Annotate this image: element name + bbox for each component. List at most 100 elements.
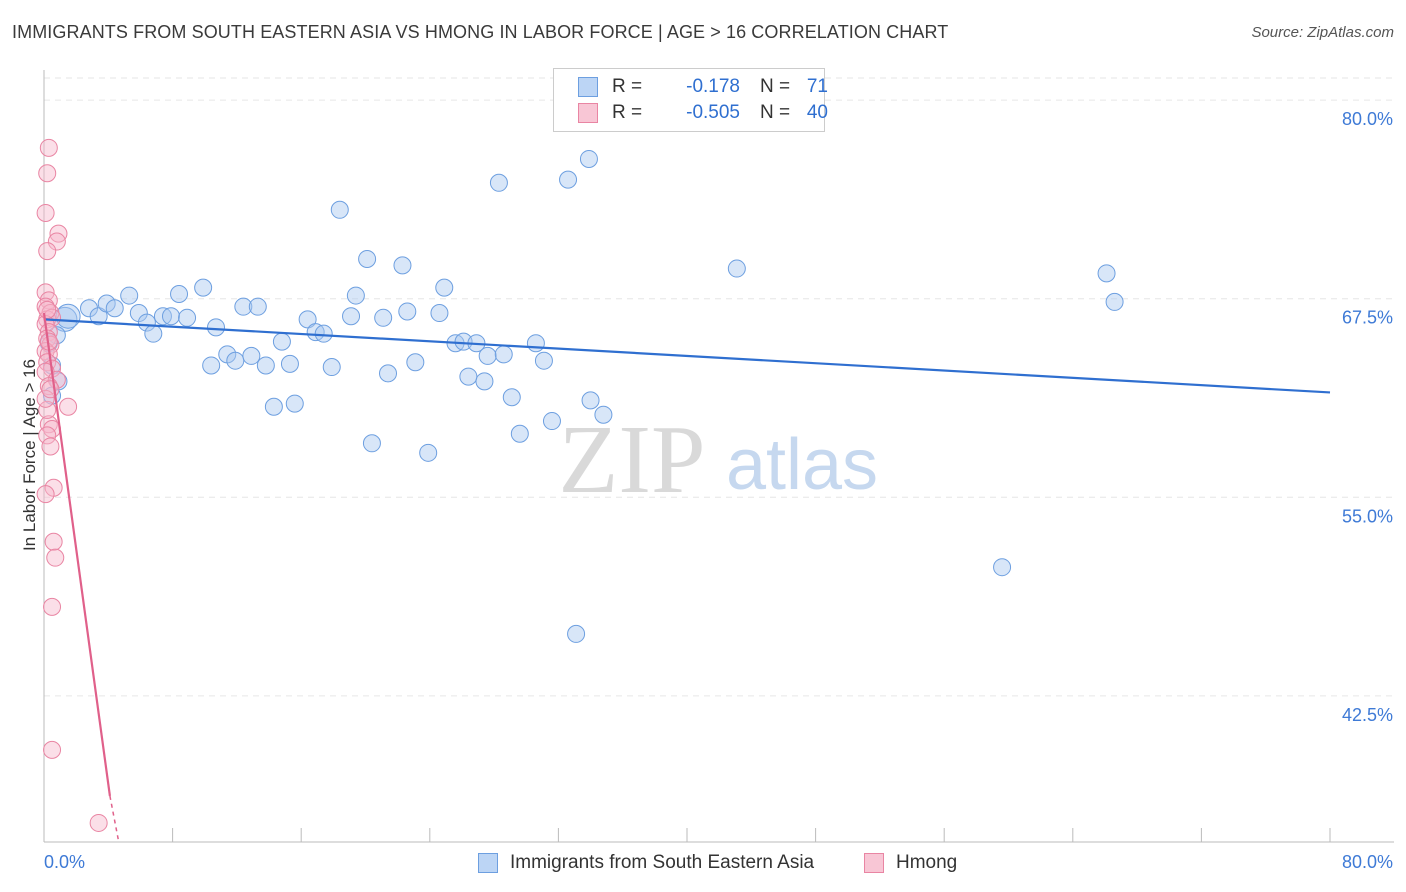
sea-point: [393, 256, 412, 275]
hmong-point: [46, 548, 65, 567]
n-value: 71: [806, 76, 828, 97]
r-label: R =: [612, 76, 643, 97]
sea-point: [993, 558, 1012, 577]
legend-swatch-sea: [478, 853, 498, 873]
hmong-point: [43, 597, 62, 616]
sea-point: [727, 259, 746, 278]
hmong-point: [59, 397, 78, 416]
x-tick-label-min: 0.0%: [44, 852, 85, 872]
sea-point: [1097, 264, 1116, 283]
y-tick-label: 42.5%: [1342, 705, 1393, 725]
sea-point: [248, 297, 267, 316]
sea-point: [55, 303, 81, 329]
sea-point: [272, 332, 291, 351]
sea-point: [435, 278, 454, 297]
legend-label-hmong: Hmong: [896, 852, 958, 873]
sea-point: [475, 372, 494, 391]
r-value: -0.505: [686, 102, 740, 123]
sea-point: [285, 394, 304, 413]
y-tick-label: 67.5%: [1342, 308, 1393, 328]
hmong-point: [38, 164, 57, 183]
hmong-point: [43, 740, 62, 759]
sea-point: [526, 334, 545, 353]
sea-point: [1105, 292, 1124, 311]
sea-point: [494, 345, 513, 364]
watermark-zip: ZIP: [559, 406, 706, 514]
sea-point: [234, 297, 253, 316]
hmong-point: [39, 138, 58, 157]
hmong-point: [41, 437, 60, 456]
sea-point: [256, 356, 275, 375]
sea-trend-line: [43, 318, 1331, 394]
sea-point: [144, 324, 163, 343]
sea-point: [280, 354, 299, 373]
hmong-point: [38, 426, 57, 445]
y-axis-label: In Labor Force | Age > 16: [20, 358, 39, 552]
sea-point: [105, 299, 124, 318]
trend-lines: [42, 312, 1331, 843]
y-tick-label: 55.0%: [1342, 506, 1393, 526]
hmong-point: [36, 203, 55, 222]
hmong-point: [39, 415, 58, 434]
sea-point: [322, 358, 341, 377]
n-value: 40: [806, 102, 828, 123]
sea-point: [330, 200, 349, 219]
sea-point: [430, 304, 449, 323]
sea-point: [264, 397, 283, 416]
sea-point: [202, 356, 221, 375]
sea-point: [346, 286, 365, 305]
sea-point: [170, 284, 189, 303]
n-label: N =: [760, 76, 791, 97]
watermark-atlas: atlas: [726, 425, 878, 505]
sea-point: [178, 308, 197, 327]
hmong-point: [41, 380, 60, 399]
sea-point: [567, 624, 586, 643]
sea-point: [379, 364, 398, 383]
x-tick-label-max: 80.0%: [1342, 852, 1393, 872]
hmong-trend-line: [42, 312, 111, 797]
sea-point: [579, 149, 598, 168]
sea-point: [534, 351, 553, 370]
stats-legend: R = -0.178 N = 71 R = -0.505 N = 40: [553, 68, 828, 132]
sea-point: [207, 318, 226, 337]
hmong-point: [38, 400, 57, 419]
watermark: ZIP atlas: [559, 406, 879, 514]
sea-point: [419, 443, 438, 462]
sea-point: [314, 324, 333, 343]
hmong-point: [89, 813, 108, 832]
legend-swatch-hmong: [578, 103, 598, 123]
axes: [43, 70, 1394, 843]
series-hmong-points: [36, 138, 108, 832]
legend-label-sea: Immigrants from South Eastern Asia: [510, 852, 815, 873]
sea-point: [298, 310, 317, 329]
sea-point: [161, 307, 180, 326]
series-sea-points: [39, 149, 1124, 643]
sea-point: [374, 308, 393, 327]
hmong-point: [36, 485, 55, 504]
sea-point: [226, 351, 245, 370]
sea-point: [406, 353, 425, 372]
y-tick-label: 80.0%: [1342, 109, 1393, 129]
sea-point: [454, 332, 473, 351]
sea-point: [362, 434, 381, 453]
sea-point: [489, 173, 508, 192]
sea-point: [242, 346, 261, 365]
sea-point: [502, 388, 521, 407]
chart-title: IMMIGRANTS FROM SOUTH EASTERN ASIA VS HM…: [12, 22, 949, 42]
legend-swatch-sea: [578, 77, 598, 97]
sea-point: [358, 250, 377, 269]
hmong-point: [38, 242, 57, 261]
sea-point: [478, 346, 497, 365]
sea-point: [510, 424, 529, 443]
sea-point: [120, 286, 139, 305]
r-value: -0.178: [686, 76, 740, 97]
hmong-point: [36, 389, 55, 408]
grid-lines: [44, 77, 1394, 697]
sea-point: [89, 307, 108, 326]
sea-point: [137, 313, 156, 332]
sea-point: [594, 405, 613, 424]
tick-labels: 42.5% 55.0% 67.5% 80.0% 0.0% 80.0%: [44, 109, 1393, 872]
hmong-point: [38, 300, 57, 319]
sea-point: [194, 278, 213, 297]
